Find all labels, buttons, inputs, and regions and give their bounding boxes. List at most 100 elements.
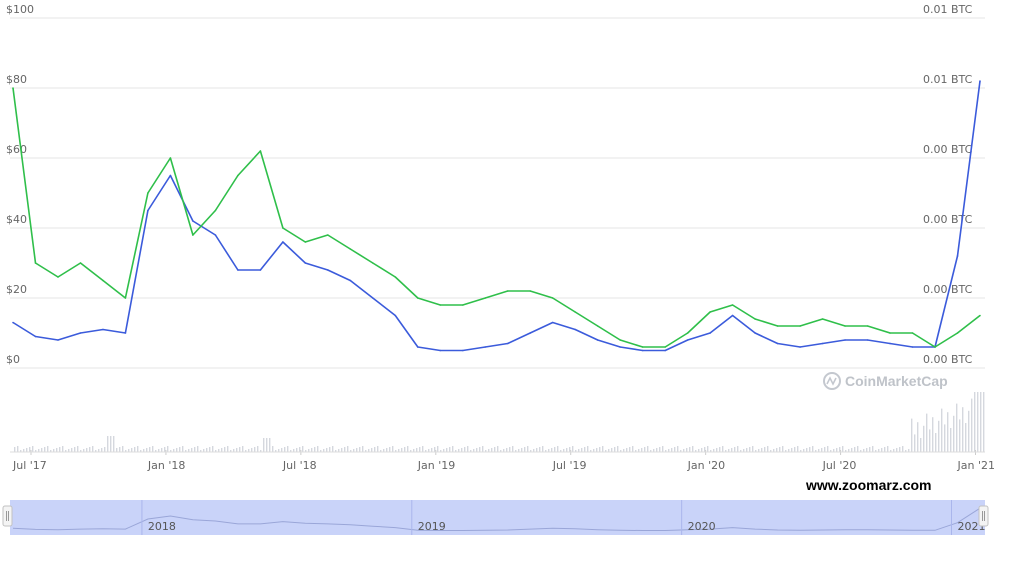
volume-bar [854, 447, 856, 452]
volume-bar [791, 448, 793, 452]
volume-bar [926, 413, 928, 452]
volume-bar [620, 450, 622, 452]
volume-bar [443, 449, 445, 452]
navigator-year-label: 2018 [148, 520, 176, 533]
x-tick-label: Jan '21 [957, 459, 995, 472]
site-watermark: www.zoomarz.com [805, 477, 932, 493]
data-point [686, 339, 689, 341]
data-point [327, 269, 329, 271]
volume-bar [86, 448, 88, 452]
volume-bar [509, 447, 511, 452]
volume-bar [935, 433, 937, 452]
data-point [956, 255, 959, 257]
volume-bar [701, 448, 703, 452]
volume-bar [704, 447, 706, 452]
volume-bar [41, 448, 43, 452]
data-point [754, 332, 756, 334]
volume-bar [947, 412, 949, 452]
volume-bar [221, 448, 223, 452]
volume-bar [902, 446, 904, 452]
volume-bar [59, 447, 61, 452]
volume-bar [446, 448, 448, 452]
volume-bar [554, 447, 556, 452]
volume-bar [773, 449, 775, 452]
volume-bar [770, 450, 772, 452]
volume-bar [533, 449, 535, 452]
volume-bar [239, 447, 241, 452]
volume-bar [281, 448, 283, 452]
data-point [979, 314, 981, 317]
data-point [641, 346, 644, 348]
volume-bar [692, 446, 694, 452]
volume-bar [659, 447, 661, 452]
data-point [304, 241, 307, 243]
grid-lines [10, 17, 985, 369]
volume-bar [866, 448, 868, 452]
volume-bar [638, 449, 640, 452]
btc-price-line [12, 80, 981, 352]
volume-bar [806, 448, 808, 452]
data-point [889, 342, 891, 345]
volume-bar [473, 449, 475, 452]
data-point [416, 297, 419, 299]
navigator-right-handle[interactable] [978, 505, 989, 527]
volume-bar [500, 450, 502, 452]
range-navigator[interactable]: 2018 2019 2020 2021 [2, 500, 989, 535]
data-point [821, 342, 824, 345]
volume-bar [698, 449, 700, 452]
volume-bar [758, 449, 760, 452]
volume-bar [590, 450, 592, 452]
data-point [799, 346, 801, 348]
data-point [304, 262, 307, 264]
volume-bar [551, 448, 553, 452]
volume-bar [185, 450, 187, 452]
volume-bar [623, 449, 625, 452]
volume-bar [317, 446, 319, 452]
data-point [439, 349, 442, 352]
volume-bar [347, 446, 349, 452]
data-point [844, 325, 846, 327]
volume-bar [146, 448, 148, 452]
volume-bar [488, 449, 490, 452]
volume-bar [206, 448, 208, 452]
volume-bar [827, 446, 829, 452]
volume-bar [401, 448, 403, 452]
y-right-tick-label: 0.00 BTC [923, 283, 973, 296]
y-right-tick-label: 0.00 BTC [923, 213, 973, 226]
navigator-left-handle[interactable] [2, 505, 13, 527]
volume-bar [263, 438, 265, 452]
data-point [214, 209, 217, 212]
volume-bar [536, 448, 538, 452]
volume-bar [842, 446, 844, 452]
volume-bar [140, 450, 142, 452]
volume-bar [287, 446, 289, 452]
volume-bar [152, 446, 154, 452]
volume-bar [557, 446, 559, 452]
data-point [102, 328, 104, 331]
y-axis-left: $0 $20 $40 $60 $80 $100 [6, 3, 34, 366]
volume-bar [362, 446, 364, 452]
volume-bar [617, 446, 619, 452]
volume-bar [959, 419, 961, 452]
volume-bar [254, 447, 256, 452]
data-point [34, 335, 37, 338]
volume-bar [383, 449, 385, 452]
data-point [327, 234, 329, 236]
volume-bar [26, 448, 28, 452]
volume-bar [830, 450, 832, 452]
volume-bar [527, 446, 529, 452]
data-point [237, 269, 239, 271]
volume-bar [695, 450, 697, 452]
volume-bar [65, 450, 67, 452]
volume-bar [68, 449, 70, 452]
y-tick-label: $80 [6, 73, 27, 86]
data-point [506, 342, 509, 345]
volume-bar [923, 425, 925, 452]
volume-bar [674, 447, 676, 452]
volume-bar [44, 447, 46, 452]
data-point [461, 349, 464, 352]
volume-bar [497, 446, 499, 452]
volume-bar [938, 420, 940, 452]
volume-bar [569, 447, 571, 452]
